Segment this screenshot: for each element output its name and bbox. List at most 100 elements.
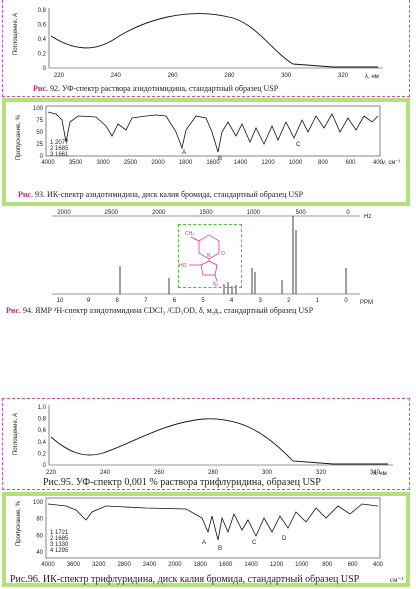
uv1-y-label: Поглощение, А [13, 13, 19, 55]
nmr-bottom-tick: 2 [287, 298, 291, 304]
ir1-y-label: Пропускание, % [16, 114, 22, 160]
uv2-x-tick: 280 [208, 470, 219, 476]
mol-label: O [221, 251, 225, 257]
uv1-x-tick: 280 [224, 73, 235, 79]
ir2-x-tick: 3200 [92, 562, 106, 568]
uv1-y-tick: 0,2 [38, 52, 47, 58]
nmr-top-tick: 2500 [105, 210, 119, 216]
ir1-x-unit: ν, см⁻¹ [382, 160, 401, 166]
mol-label: CH₃ [185, 231, 194, 237]
uv2-caption: Рис.95. УФ-спектр 0,001 % раствора трифл… [43, 477, 321, 488]
ir1-x-tick: 1800 [179, 160, 193, 166]
ir1-x-tick: 600 [345, 160, 356, 166]
figure-uv-trifluridine: Поглощение, А 1,0 0,8 0,6 0,4 0,2 0 220 240 260… [2, 398, 410, 490]
azidothymidine-structure: CH₃ HO N₃ O N [179, 231, 225, 288]
uv1-curve [50, 13, 378, 68]
ir1-y-tick: 100 [33, 106, 44, 112]
ir2-x-tick: 2000 [168, 562, 182, 568]
ir1-peak-row: 3 1661 [50, 152, 69, 158]
ir1-peak-row: 1 2077 [50, 140, 69, 146]
mol-label: N₃ [213, 282, 219, 288]
uv2-curve [50, 418, 388, 465]
uv1-y-tick: 0,8 [38, 8, 47, 14]
ir1-x-tick: 1000 [289, 160, 303, 166]
ir1-peak-mark: A [182, 150, 186, 156]
uv1-x-unit: λ, нм [365, 74, 379, 80]
figure-uv-azidothymidine: Поглощение, А 0,8 0,6 0,4 0,2 0 220 240 260 280… [2, 0, 410, 97]
uv2-x-unit: λ, нм [373, 471, 387, 477]
ir2-curve [47, 503, 379, 541]
ir2-peak-mark: D [282, 536, 287, 542]
ir1-x-tick: 4000 [41, 160, 55, 166]
ir1-x-tick: 800 [318, 160, 329, 166]
uv2-y-tick: 1,0 [38, 405, 47, 411]
nmr-top-tick: 1500 [199, 210, 213, 216]
ir2-y-tick: 80 [36, 517, 43, 523]
nmr-bottom-tick: 8 [116, 298, 120, 304]
uv2-y-tick: 0 [43, 463, 47, 469]
ir1-x-tick: 400 [373, 160, 384, 166]
uv2-x-tick: 220 [46, 470, 57, 476]
nmr-bottom-tick: 10 [57, 298, 64, 304]
uv2-x-tick: 260 [154, 470, 165, 476]
uv-spectrum-1-plot: Поглощение, А 0,8 0,6 0,4 0,2 0 220 240 260 280… [13, 8, 383, 80]
figure-ir-azidothymidine: Пропускание, % 100 75 50 25 0 4000 3500 3000 25… [2, 98, 410, 206]
nmr-bottom-tick: 5 [201, 298, 205, 304]
ir1-peak-mark: B [218, 156, 222, 162]
ir1-caption: Рис. 93. ИК-спектр азидотимидина, диск к… [18, 190, 304, 199]
ir1-y-tick: 50 [36, 130, 43, 136]
uv1-x-tick: 240 [111, 73, 122, 79]
ir2-caption: Рис.96. ИК-спектр трифлуридина, диск кал… [10, 574, 360, 585]
ir2-x-tick: 600 [348, 562, 359, 568]
uv2-x-tick: 240 [100, 470, 111, 476]
mol-label: HO [179, 263, 187, 269]
ir2-peak-row: 1 1721 [50, 530, 69, 536]
uv1-x-tick: 220 [54, 73, 65, 79]
ir2-peak-mark: A [202, 540, 206, 546]
mol-label: N [207, 253, 211, 259]
uv2-x-tick: 340 [370, 470, 381, 476]
uv1-y-tick: 0,6 [38, 23, 47, 29]
ir1-x-tick: 2500 [124, 160, 138, 166]
ir2-x-tick: 1800 [194, 562, 208, 568]
uv1-y-tick: 0,4 [38, 37, 47, 43]
ir2-x-tick: 800 [322, 562, 333, 568]
ir2-x-unit: см⁻¹ [390, 576, 404, 584]
figure-ir-trifluridine: Пропускание, % 100 80 60 40 4000 3600 3200 280… [2, 492, 410, 587]
ir1-peak-mark: C [296, 142, 301, 148]
ir2-peak-row: 4 1295 [50, 548, 69, 554]
nmr-bottom-tick: 4 [230, 298, 234, 304]
uv-spectrum-2-plot: Поглощение, А 1,0 0,8 0,6 0,4 0,2 0 220 240 260… [13, 405, 393, 477]
uv2-y-tick: 0,4 [38, 440, 47, 446]
uv2-y-tick: 0,2 [38, 451, 47, 457]
ir-spectrum-1-plot: Пропускание, % 100 75 50 25 0 4000 3500 3000 25… [16, 105, 401, 166]
nmr-bottom-tick: 1 [316, 298, 320, 304]
ir2-x-tick: 400 [373, 562, 384, 568]
ir1-x-tick: 3500 [69, 160, 83, 166]
ir-spectrum-2-plot: Пропускание, % 100 80 60 40 4000 3600 3200 280… [16, 497, 384, 568]
nmr-bottom-tick: 9 [87, 298, 91, 304]
ir1-y-tick: 25 [36, 142, 43, 148]
uv2-x-tick: 300 [262, 470, 273, 476]
ir2-x-tick: 1000 [295, 562, 309, 568]
uv1-y-tick: 0 [43, 66, 47, 72]
ir2-x-tick: 1600 [219, 562, 233, 568]
ir2-y-label: Пропускание, % [16, 500, 22, 546]
nmr-top-tick: 500 [296, 210, 307, 216]
ir1-y-tick: 0 [40, 154, 44, 160]
nmr-bottom-tick: 0 [344, 298, 348, 304]
ir2-x-tick: 2800 [117, 562, 131, 568]
ir2-x-tick: 4000 [41, 562, 55, 568]
uv2-y-label: Поглощение, А [13, 413, 19, 455]
uv2-y-tick: 0,8 [38, 417, 47, 423]
ir2-x-tick: 3600 [67, 562, 81, 568]
ir1-x-tick: 3000 [96, 160, 110, 166]
ir2-y-tick: 40 [36, 550, 43, 556]
nmr-spectrum-plot: 2000 2500 2000 1500 1000 500 0 Hz 10 9 8 7 6 5 4 3 2 1 0… [52, 210, 373, 306]
uv1-x-tick: 260 [168, 73, 179, 79]
ir2-peak-mark: C [252, 540, 257, 546]
ir1-x-tick: 2000 [151, 160, 165, 166]
uv2-x-tick: 320 [316, 470, 327, 476]
nmr-top-tick: 0 [346, 210, 350, 216]
ir2-x-tick: 2400 [143, 562, 157, 568]
